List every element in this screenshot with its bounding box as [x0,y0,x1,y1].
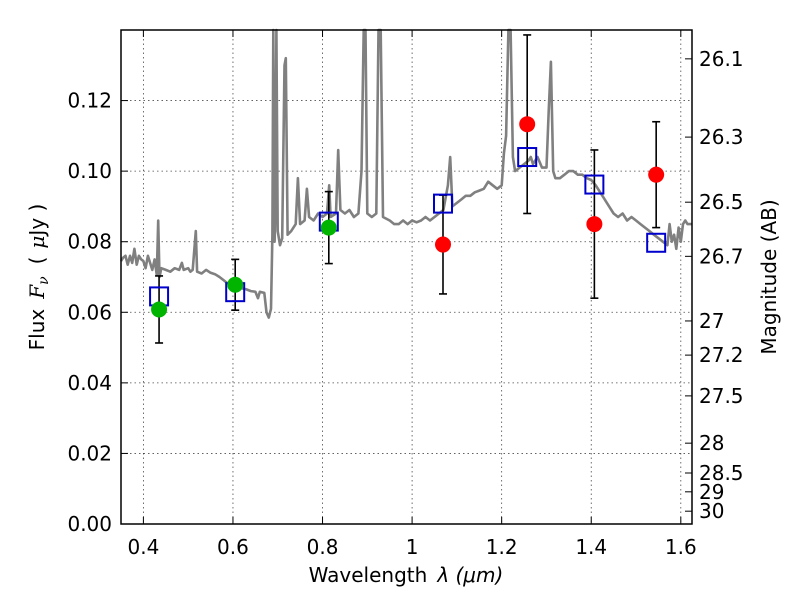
photometry-point [227,276,244,293]
mag-tick-label: 26.1 [699,47,744,71]
mag-tick-label: 30 [699,499,724,523]
model-square-marker [517,147,538,168]
tick-layer: 0.4 0.6 0.8 1 1.2 1.4 1.6 0.00 0.02 0.04 0.06 0.08 0… [67,30,744,559]
mag-tick-label: 28 [699,431,724,455]
photometry-point [320,219,337,236]
spectrum-layer [119,28,692,319]
y-tick-label: 0.10 [67,159,112,183]
y-tick-label: 0.08 [67,230,112,254]
y-tick-label: 0.12 [67,89,112,113]
x-tick-label: 0.6 [217,535,249,559]
mag-tick-label: 26.5 [699,190,744,214]
marker-layer [149,116,667,318]
spectrum-line [119,28,692,319]
model-square-marker [432,193,453,214]
x-tick-label: 0.8 [307,535,339,559]
grid [121,30,692,525]
mag-tick-label: 27.5 [699,384,744,408]
mag-tick-label: 27 [699,309,724,333]
plot-frame [120,29,693,525]
photometry-point [648,166,665,183]
photometry-point [434,236,451,253]
mag-tick-label: 27.2 [699,343,744,367]
photometry-point [586,216,603,233]
y-axis-label: FluxFν(μJy ) [25,204,52,351]
photometry-point [519,116,536,133]
x-axis-label: Wavelength λ (μm) [309,563,504,587]
photometry-point [151,301,168,318]
x-tick-label: 0.4 [127,535,159,559]
y-tick-label: 0.04 [67,371,112,395]
x-tick-label: 1.2 [486,535,518,559]
x-tick-label: 1.4 [575,535,607,559]
y-tick-label: 0.02 [67,441,112,465]
model-square-marker [584,174,605,195]
mag-tick-label: 26.3 [699,125,744,149]
y-tick-label: 0.06 [67,300,112,324]
model-square-marker [646,232,667,253]
y2-axis-label: Magnitude (AB) [757,199,781,354]
x-tick-label: 1.6 [665,535,697,559]
mag-tick-label: 28.5 [699,461,744,485]
y-tick-label: 0.00 [67,512,112,536]
mag-tick-label: 29 [699,480,724,504]
mag-tick-label: 26.7 [699,244,744,268]
x-tick-label: 1 [406,535,419,559]
